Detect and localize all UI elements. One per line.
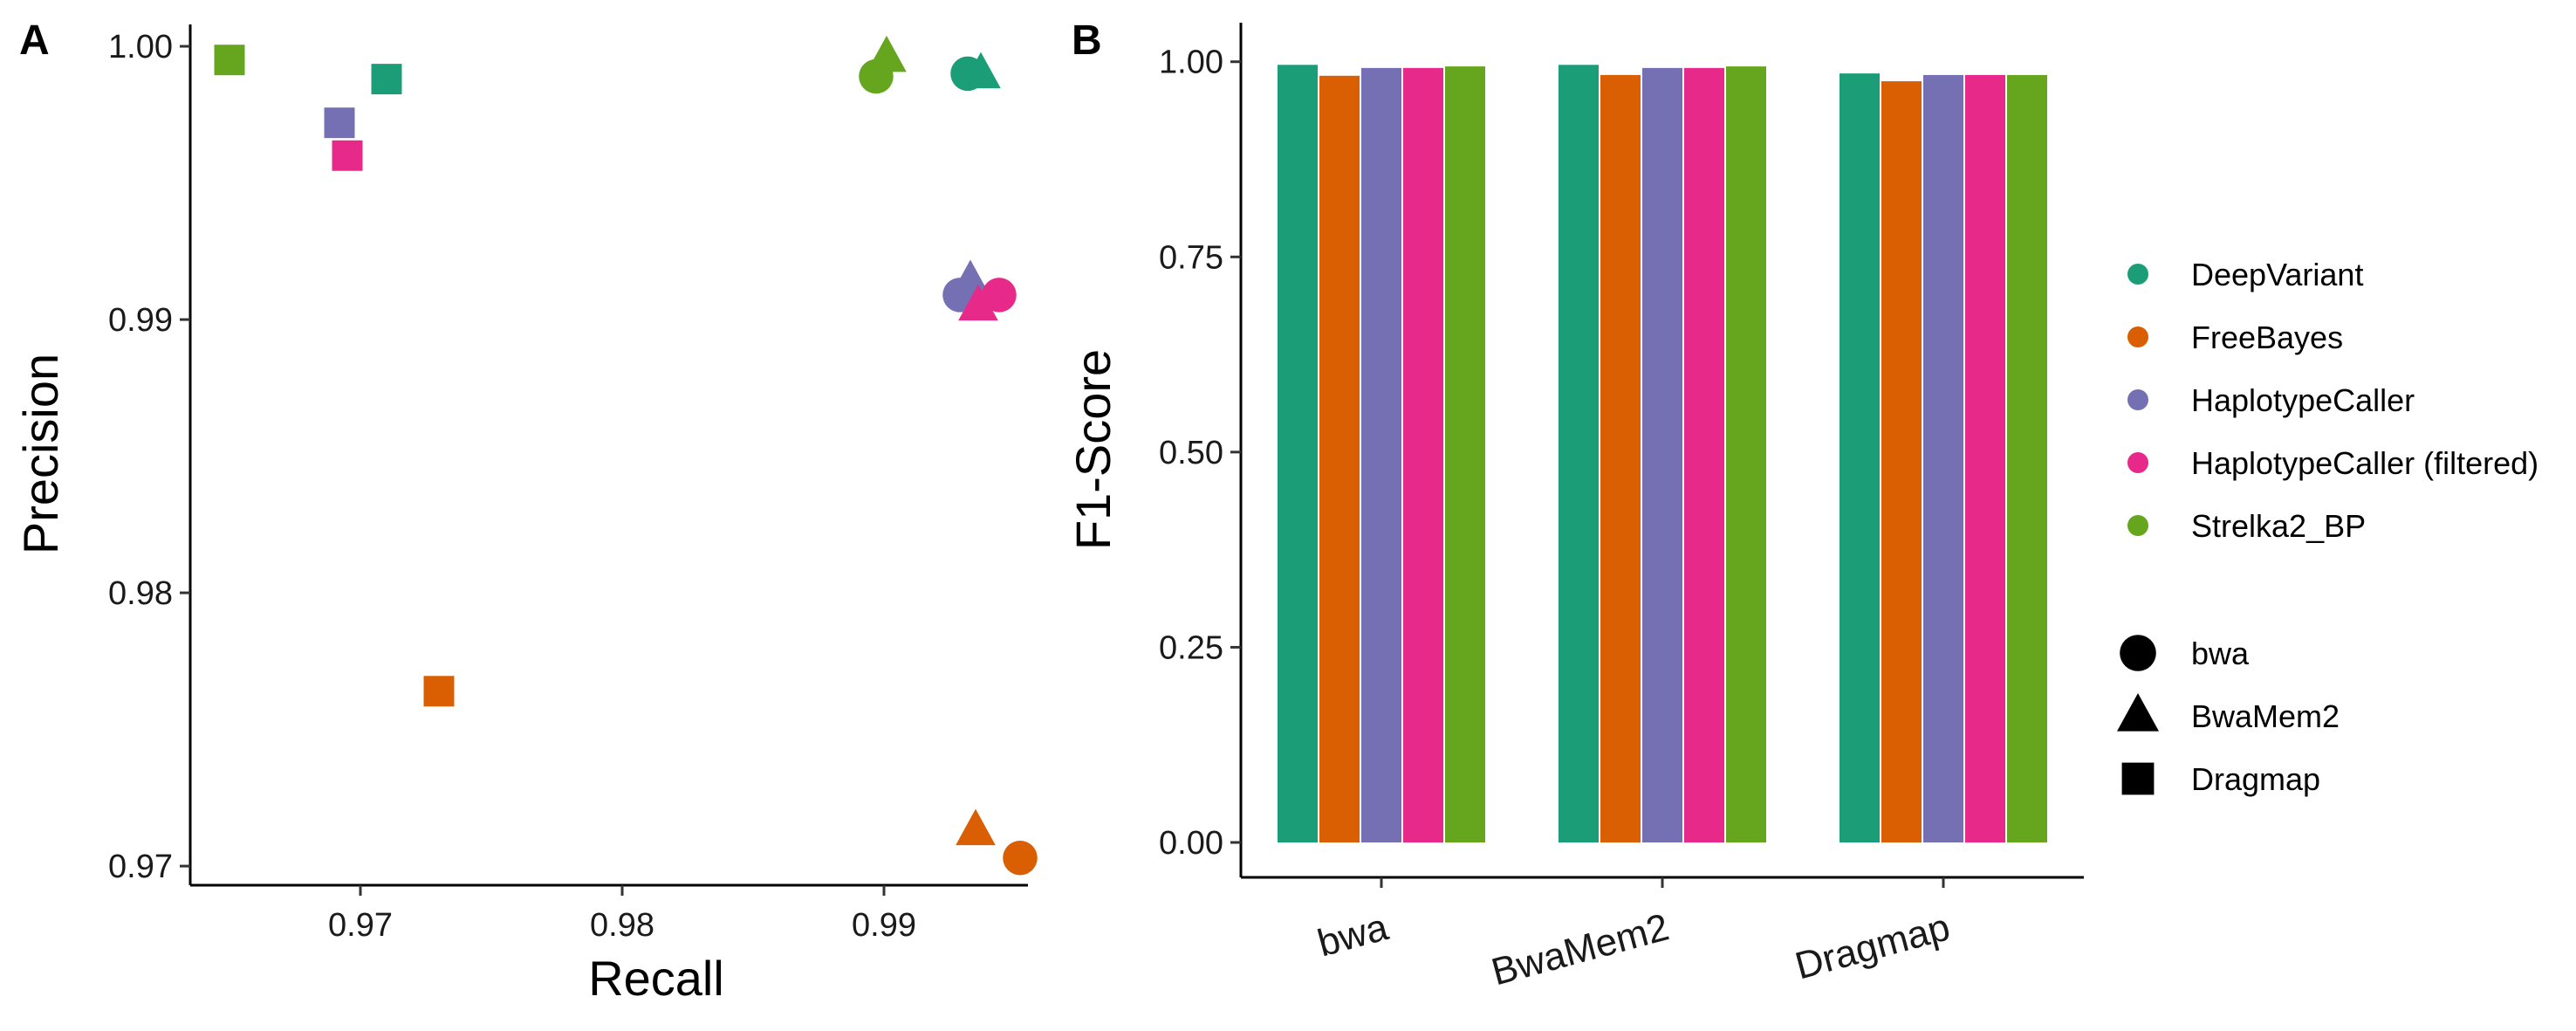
legend-swatch-strelka2-bp — [2127, 515, 2148, 536]
legend-label-haplotypecaller-filtered: HaplotypeCaller (filtered) — [2191, 445, 2538, 481]
bar-y-tick-label: 0.75 — [1159, 239, 1223, 276]
scatter-y-ticks: 0.97 0.98 0.99 1.00 — [108, 29, 190, 885]
legend-label-deepvariant: DeepVariant — [2191, 257, 2363, 292]
bar-dragmap-deepvariant — [1840, 73, 1880, 843]
legend-label-haplotypecaller: HaplotypeCaller — [2191, 382, 2415, 418]
legend-aligners: bwa BwaMem2 Dragmap — [2117, 635, 2340, 797]
legend-label-bwa: bwa — [2191, 636, 2250, 671]
scatter-y-axis-title: Precision — [13, 354, 68, 554]
bar-bwa-haplotypecaller-filtered — [1403, 67, 1443, 842]
legend-swatch-haplotypecaller — [2127, 389, 2148, 410]
bar-bwamem2-haplotypecaller — [1642, 67, 1682, 842]
scatter-y-tick-label: 1.00 — [108, 29, 173, 65]
bar-dragmap-haplotypecaller — [1923, 74, 1963, 843]
scatter-point-freebayes-dragmap — [423, 676, 455, 707]
scatter-point-haplotypecaller-filtered-bwa — [982, 278, 1017, 313]
panel-b-letter: B — [1072, 17, 1102, 64]
bar-bwamem2-freebayes — [1600, 74, 1641, 843]
scatter-point-freebayes-bwa — [1003, 840, 1038, 876]
legend-callers: DeepVariant FreeBayes HaplotypeCaller Haplo… — [2127, 257, 2538, 544]
scatter-point-haplotypecaller-filtered-dragmap — [332, 140, 363, 171]
legend-swatch-haplotypecaller-filtered — [2127, 452, 2148, 473]
bar-bwamem2-haplotypecaller-filtered — [1684, 67, 1724, 842]
scatter-point-deepvariant-bwamem2 — [961, 52, 1001, 89]
scatter-point-haplotypecaller-bwamem2 — [950, 259, 990, 296]
legend-shape-bwamem2 — [2117, 692, 2159, 732]
scatter-x-ticks: 0.97 0.98 0.99 — [328, 885, 916, 944]
bar-y-tick-label: 0.00 — [1159, 825, 1223, 862]
legend-swatch-deepvariant — [2127, 264, 2148, 285]
bars — [1278, 65, 2047, 843]
bar-dragmap-haplotypecaller-filtered — [1965, 74, 2005, 843]
scatter-point-haplotypecaller-filtered-bwamem2 — [958, 284, 998, 321]
scatter-y-tick-label: 0.97 — [108, 849, 173, 885]
bar-bwa-deepvariant — [1278, 65, 1318, 842]
bar-y-tick-label: 0.25 — [1159, 629, 1223, 666]
bar-y-axis-title: F1-Score — [1065, 349, 1120, 550]
bar-bwa-strelka2-bp — [1445, 66, 1485, 842]
scatter-point-deepvariant-dragmap — [371, 64, 402, 95]
bar-y-ticks: 0.00 0.25 0.50 0.75 1.00 — [1159, 45, 1241, 862]
scatter-point-haplotypecaller-dragmap — [324, 107, 355, 139]
legend-label-strelka2-bp: Strelka2_BP — [2191, 508, 2366, 544]
bar-y-tick-label: 0.50 — [1159, 435, 1223, 471]
bar-bwamem2-strelka2-bp — [1726, 66, 1766, 842]
panel-a-scatter: 0.97 0.98 0.99 1.00 0.97 0.98 0.99 Recall Pre… — [13, 24, 1038, 1006]
legend-label-dragmap: Dragmap — [2191, 761, 2320, 797]
scatter-x-tick-label: 0.97 — [328, 907, 393, 944]
scatter-y-tick-label: 0.98 — [108, 575, 173, 612]
legend-label-bwamem2: BwaMem2 — [2191, 698, 2340, 734]
legend-shape-bwa — [2120, 635, 2156, 671]
bar-y-tick-label: 1.00 — [1159, 45, 1223, 81]
scatter-x-tick-label: 0.98 — [590, 907, 654, 944]
legend-swatch-freebayes — [2127, 326, 2148, 347]
panel-a-letter: A — [19, 17, 50, 64]
scatter-point-freebayes-bwamem2 — [956, 808, 996, 846]
scatter-point-strelka2-bp-dragmap — [214, 45, 245, 76]
scatter-y-tick-label: 0.99 — [108, 302, 173, 339]
bar-bwamem2-deepvariant — [1559, 65, 1599, 842]
legend-label-freebayes: FreeBayes — [2191, 320, 2343, 355]
scatter-x-tick-label: 0.99 — [852, 907, 916, 944]
bar-dragmap-freebayes — [1881, 81, 1922, 843]
bar-bwa-haplotypecaller — [1361, 67, 1401, 842]
bar-bwa-freebayes — [1319, 75, 1360, 843]
scatter-x-axis-title: Recall — [588, 951, 724, 1006]
bar-dragmap-strelka2-bp — [2007, 74, 2047, 843]
legend-shape-dragmap — [2121, 762, 2155, 795]
scatter-points — [214, 35, 1038, 876]
scatter-point-strelka2-bp-bwamem2 — [867, 35, 907, 72]
